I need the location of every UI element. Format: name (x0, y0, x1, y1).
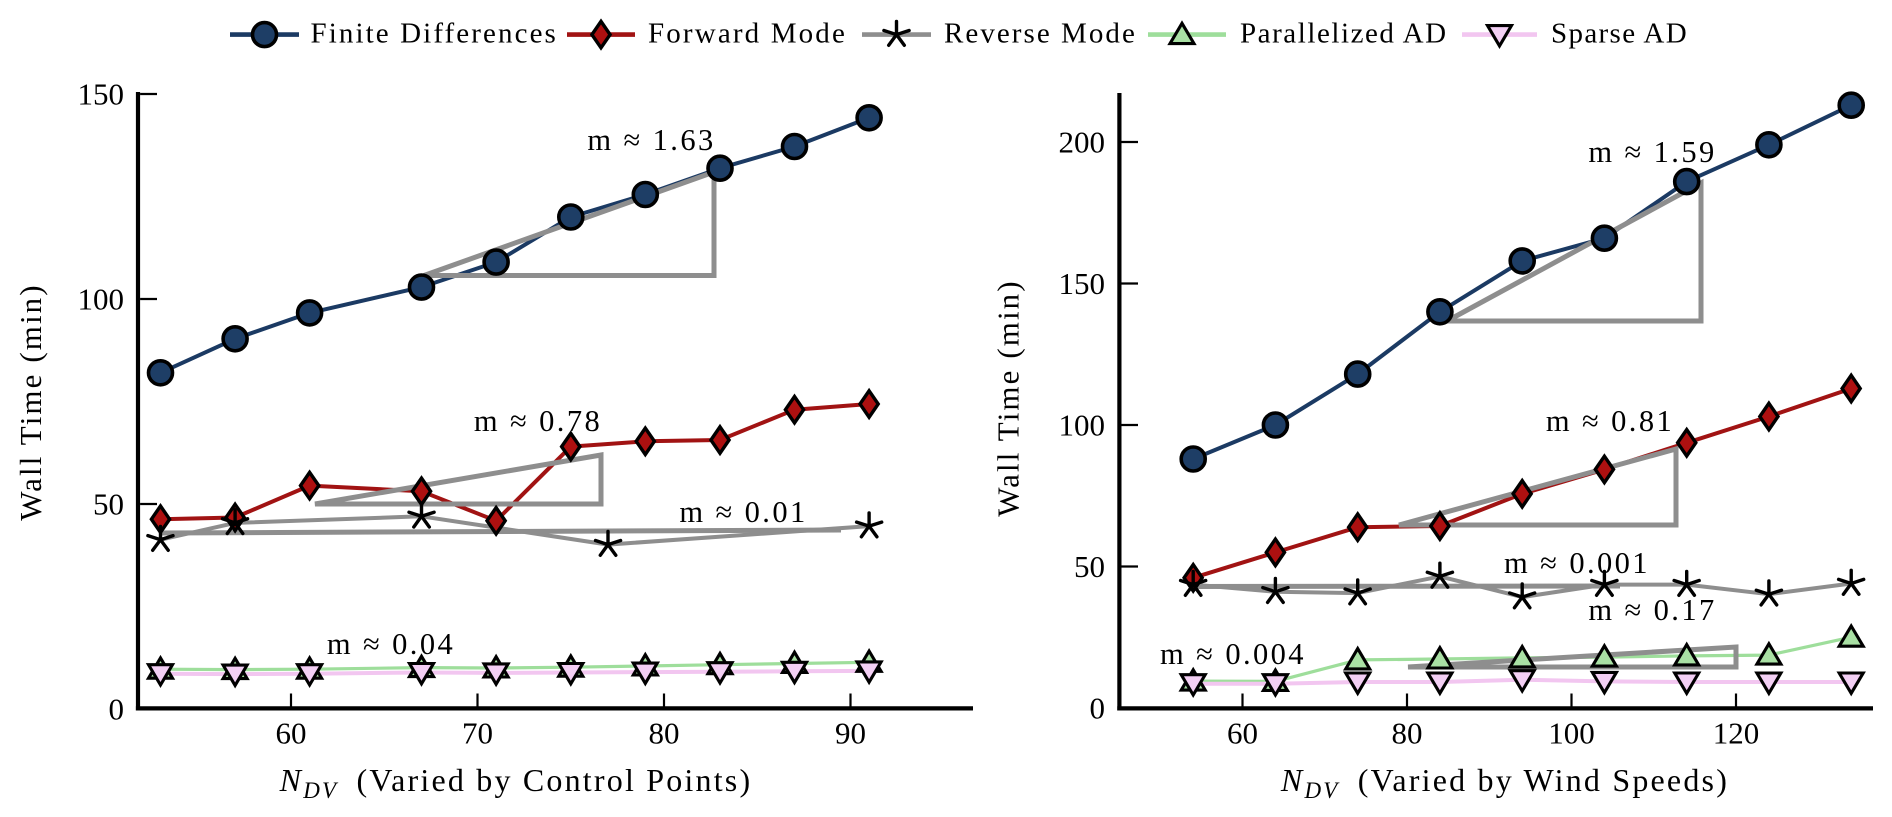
svg-text:80: 80 (1392, 716, 1423, 751)
svg-text:50: 50 (93, 486, 124, 521)
svg-text:Reverse Mode: Reverse Mode (944, 18, 1137, 50)
svg-text:60: 60 (276, 716, 307, 751)
svg-text:100: 100 (1059, 407, 1106, 442)
svg-text:0: 0 (1090, 690, 1106, 725)
svg-text:NDV (Varied by Control Points): NDV (Varied by Control Points) (279, 762, 753, 803)
svg-text:Wall Time (min): Wall Time (min) (13, 283, 48, 520)
svg-text:m ≈ 1.63: m ≈ 1.63 (587, 123, 715, 157)
svg-text:100: 100 (1548, 716, 1595, 751)
svg-text:50: 50 (1074, 549, 1105, 584)
svg-text:200: 200 (1059, 124, 1106, 159)
svg-text:0: 0 (109, 691, 125, 726)
svg-text:Parallelized AD: Parallelized AD (1240, 18, 1448, 50)
svg-text:120: 120 (1713, 716, 1760, 751)
svg-text:m ≈ 0.004: m ≈ 0.004 (1160, 637, 1306, 671)
svg-text:NDV (Varied by Wind Speeds): NDV (Varied by Wind Speeds) (1280, 762, 1729, 803)
svg-text:m ≈ 0.81: m ≈ 0.81 (1546, 404, 1674, 438)
svg-text:150: 150 (78, 76, 125, 111)
svg-text:80: 80 (649, 716, 680, 751)
svg-text:Finite Differences: Finite Differences (311, 18, 558, 50)
svg-text:150: 150 (1059, 266, 1106, 301)
svg-text:Wall Time (min): Wall Time (min) (991, 279, 1026, 516)
svg-text:60: 60 (1227, 716, 1258, 751)
svg-text:Sparse AD: Sparse AD (1551, 18, 1688, 50)
svg-text:m ≈ 1.59: m ≈ 1.59 (1588, 135, 1716, 169)
svg-text:100: 100 (78, 281, 125, 316)
svg-text:m ≈ 0.04: m ≈ 0.04 (327, 627, 455, 661)
svg-text:90: 90 (835, 716, 866, 751)
svg-text:m ≈ 0.17: m ≈ 0.17 (1588, 593, 1716, 627)
svg-text:Forward Mode: Forward Mode (648, 18, 847, 50)
svg-text:m ≈ 0.001: m ≈ 0.001 (1504, 546, 1650, 580)
svg-text:m ≈ 0.01: m ≈ 0.01 (679, 495, 807, 529)
svg-text:m ≈ 0.78: m ≈ 0.78 (474, 404, 602, 438)
svg-text:70: 70 (462, 716, 493, 751)
